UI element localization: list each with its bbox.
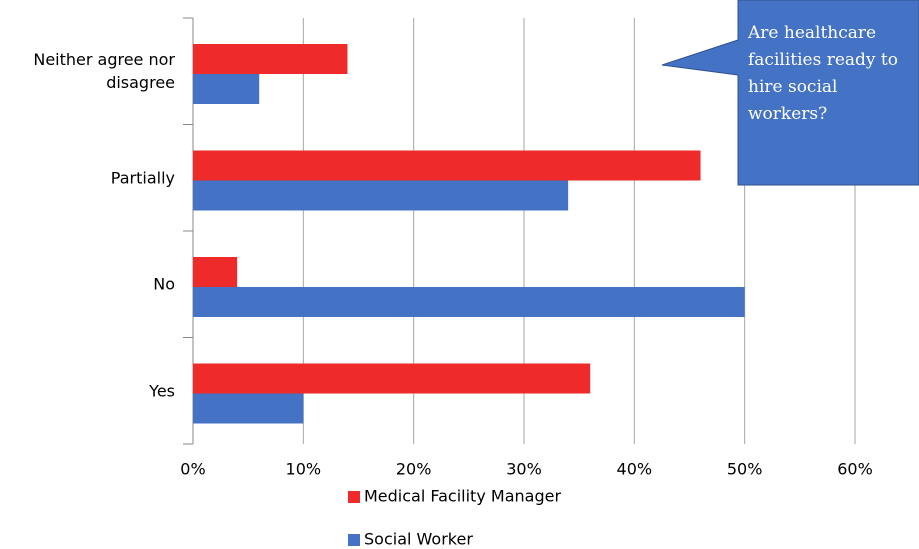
y-tick-label: Partially	[110, 168, 175, 188]
x-tick-label: 30%	[506, 460, 542, 479]
bar	[193, 287, 745, 317]
y-tick-label: Yes	[149, 381, 175, 401]
legend-label: Social Worker	[364, 530, 473, 549]
bar	[193, 180, 569, 211]
bar	[193, 257, 238, 287]
bar	[193, 44, 348, 74]
x-tick-label: 0%	[180, 460, 205, 479]
annotation: Are healthcare facilities ready to hire …	[748, 23, 898, 124]
x-tick-label: 60%	[837, 460, 873, 479]
y-tick-label: No	[153, 274, 175, 294]
callout-box	[661, 0, 919, 186]
bar	[193, 74, 260, 104]
legend-swatch	[348, 491, 360, 503]
x-tick-label: 20%	[396, 460, 432, 479]
y-tick-label: Neither agree nor disagree	[33, 50, 175, 93]
x-tick-label: 40%	[617, 460, 653, 479]
bar	[193, 363, 591, 394]
legend-label: Medical Facility Manager	[364, 487, 561, 506]
bar	[193, 393, 304, 424]
bar	[193, 150, 701, 181]
x-tick-label: 10%	[286, 460, 322, 479]
x-tick-label: 50%	[727, 460, 763, 479]
legend-swatch	[348, 534, 360, 546]
